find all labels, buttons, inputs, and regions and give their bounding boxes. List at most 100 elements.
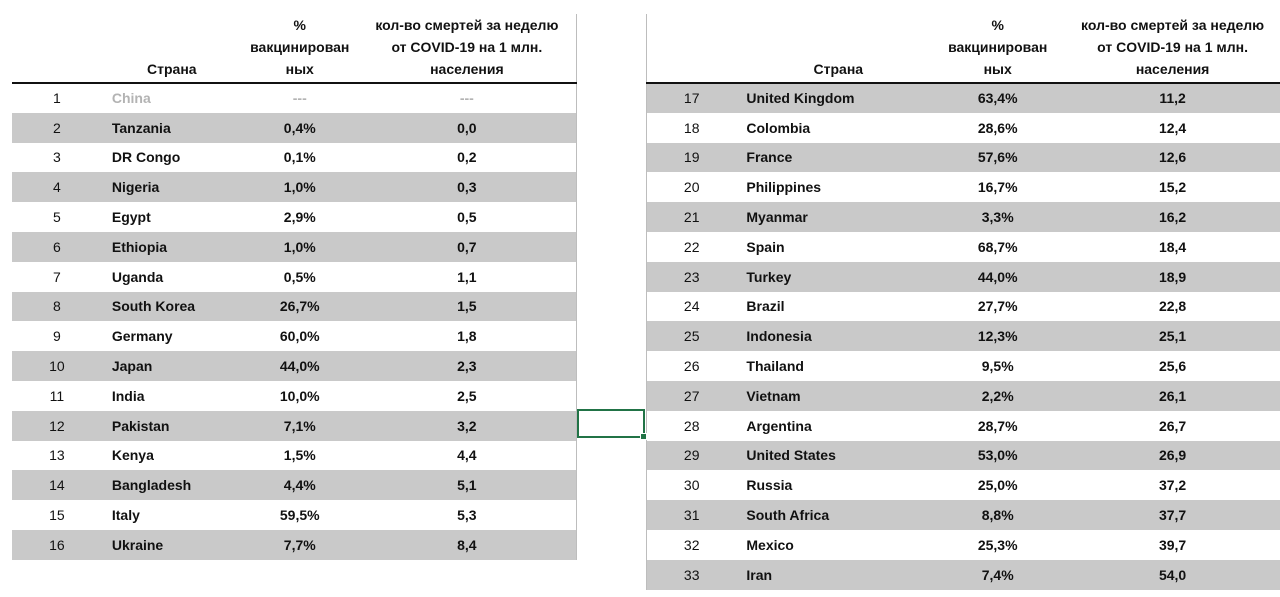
rank-cell[interactable]: 22 [683,238,700,255]
rank-cell[interactable]: 13 [49,447,65,464]
rank-cell[interactable]: 24 [683,298,700,315]
deaths-cell[interactable]: 54,0 [1055,559,1280,590]
deaths-cell[interactable]: 11,2 [1055,83,1280,113]
vaccinated-cell[interactable]: 27,7% [977,298,1018,315]
deaths-cell[interactable]: 26,1 [1055,380,1280,411]
deaths-cell[interactable]: 39,7 [1158,536,1187,553]
deaths-cell[interactable]: 22,8 [1158,298,1187,315]
country-cell[interactable]: Iran [736,559,941,590]
rank-cell[interactable]: 33 [646,559,737,590]
country-cell[interactable]: Italy [111,507,140,524]
vaccinated-cell[interactable]: 7,1% [241,410,358,441]
deaths-cell[interactable]: 12,6 [1055,142,1280,173]
country-cell[interactable]: Germany [111,328,173,345]
country-cell[interactable]: Pakistan [101,410,242,441]
rank-cell[interactable]: 23 [646,261,737,292]
country-cell[interactable]: China [111,90,151,107]
country-cell[interactable]: Tanzania [101,112,242,143]
rank-cell[interactable]: 28 [683,417,700,434]
country-cell[interactable]: France [736,142,941,173]
header-deaths[interactable]: кол-во смертей за неделю от COVID-19 на 1… [1081,17,1265,77]
vaccinated-cell[interactable]: 7,4% [940,559,1056,590]
country-cell[interactable]: Argentina [746,417,812,434]
deaths-cell[interactable]: 0,5 [457,209,477,226]
vaccinated-cell[interactable]: 7,7% [241,529,358,560]
deaths-cell[interactable]: 16,2 [1055,202,1280,232]
rank-cell[interactable]: 30 [683,477,700,494]
country-cell[interactable]: Mexico [746,536,794,553]
country-cell[interactable]: India [111,387,145,404]
deaths-cell[interactable]: 15,2 [1158,179,1187,196]
vaccinated-cell[interactable]: 1,0% [241,231,358,262]
rank-cell[interactable]: 26 [683,358,700,375]
country-cell[interactable]: South Africa [736,500,941,530]
deaths-cell[interactable]: 0,7 [357,231,577,262]
deaths-cell[interactable]: 18,4 [1158,238,1187,255]
rank-cell[interactable]: 1 [53,90,61,107]
country-cell[interactable]: Myanmar [736,202,941,232]
country-cell[interactable]: Nigeria [101,172,242,203]
deaths-cell[interactable]: 12,4 [1158,119,1187,136]
vaccinated-cell[interactable]: 0,1% [283,149,316,166]
rank-cell[interactable]: 21 [646,202,737,232]
rank-cell[interactable]: 10 [12,351,102,381]
rank-cell[interactable]: 5 [53,209,61,226]
deaths-cell[interactable]: 3,2 [357,410,577,441]
rank-cell[interactable]: 29 [646,440,737,471]
rank-cell[interactable]: 3 [53,149,61,166]
deaths-cell[interactable]: 1,1 [457,268,477,285]
country-cell[interactable]: Indonesia [736,321,941,352]
deaths-cell[interactable]: 4,4 [457,447,477,464]
rank-cell[interactable]: 11 [49,387,65,404]
deaths-cell[interactable]: 1,5 [357,291,577,322]
rank-cell[interactable]: 9 [53,328,61,345]
selected-cell[interactable] [577,409,647,440]
vaccinated-cell[interactable]: 26,7% [241,291,358,322]
header-vaccinated[interactable]: % вакцинирован ных [948,17,1048,77]
vaccinated-cell[interactable]: 28,7% [977,417,1018,434]
vaccinated-cell[interactable]: 16,7% [977,179,1018,196]
vaccinated-cell[interactable]: 28,6% [977,119,1018,136]
country-cell[interactable]: DR Congo [111,149,181,166]
deaths-cell[interactable]: 37,2 [1158,477,1187,494]
deaths-cell[interactable]: 1,8 [457,328,477,345]
country-cell[interactable]: Ukraine [101,529,242,560]
header-country[interactable]: Страна [147,61,197,77]
rank-cell[interactable]: 20 [683,179,700,196]
rank-cell[interactable]: 31 [646,500,737,530]
vaccinated-cell[interactable]: 4,4% [241,470,358,501]
country-cell[interactable]: Philippines [746,179,822,196]
rank-cell[interactable]: 18 [683,119,700,136]
country-cell[interactable]: Turkey [736,261,941,292]
rank-cell[interactable]: 27 [646,380,737,411]
rank-cell[interactable]: 32 [683,536,700,553]
header-vaccinated[interactable]: % вакцинирован ных [250,17,350,77]
rank-cell[interactable]: 8 [12,291,102,322]
country-cell[interactable]: Thailand [746,358,804,375]
rank-cell[interactable]: 17 [646,83,737,113]
deaths-cell[interactable]: 18,9 [1055,261,1280,292]
deaths-cell[interactable]: 8,4 [357,529,577,560]
vaccinated-cell[interactable]: 0,4% [241,112,358,143]
deaths-cell[interactable]: 5,1 [357,470,577,501]
rank-cell[interactable]: 12 [12,410,102,441]
vaccinated-cell[interactable]: 1,0% [241,172,358,203]
country-cell[interactable]: Kenya [111,447,154,464]
deaths-cell[interactable]: 5,3 [457,507,477,524]
deaths-cell[interactable]: 2,5 [457,387,477,404]
rank-cell[interactable]: 19 [646,142,737,173]
vaccinated-cell[interactable]: 12,3% [940,321,1056,352]
vaccinated-cell[interactable]: 44,0% [940,261,1056,292]
rank-cell[interactable]: 4 [12,172,102,203]
rank-cell[interactable]: 14 [12,470,102,501]
vaccinated-cell[interactable]: 10,0% [279,387,320,404]
vaccinated-cell[interactable]: 25,3% [977,536,1018,553]
country-cell[interactable]: Spain [746,238,785,255]
vaccinated-cell[interactable]: 57,6% [940,142,1056,173]
deaths-cell[interactable]: 25,6 [1158,358,1187,375]
vaccinated-cell[interactable]: --- [292,90,307,107]
rank-cell[interactable]: 7 [53,268,61,285]
vaccinated-cell[interactable]: 68,7% [977,238,1018,255]
vaccinated-cell[interactable]: 3,3% [940,202,1056,232]
vaccinated-cell[interactable]: 8,8% [940,500,1056,530]
